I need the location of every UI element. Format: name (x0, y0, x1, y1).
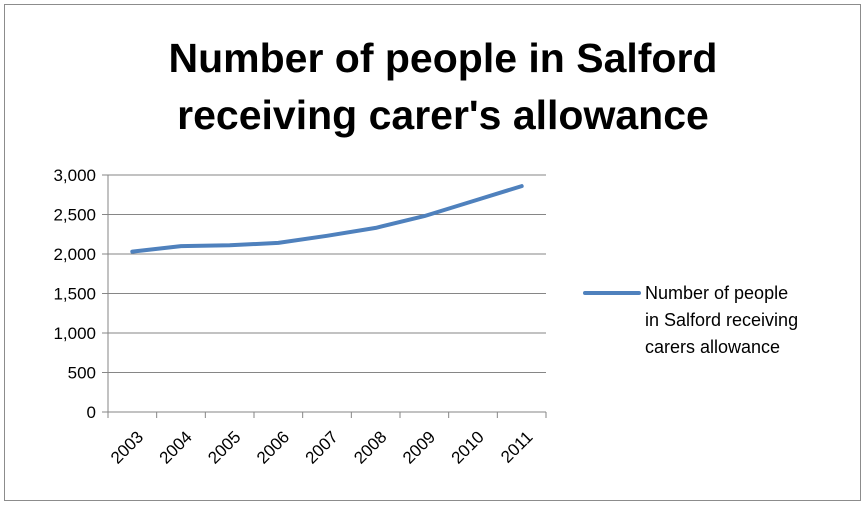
y-tick-label: 1,500 (53, 285, 96, 304)
y-tick-label: 2,000 (53, 245, 96, 264)
x-tick-label: 2008 (350, 427, 390, 467)
x-tick-label: 2006 (253, 427, 293, 467)
legend-label-line-1: Number of people (645, 280, 860, 307)
y-tick-label: 2,500 (53, 206, 96, 225)
legend: Number of people in Salford receiving ca… (583, 280, 863, 390)
legend-label-line-2: in Salford receiving (645, 307, 860, 334)
x-tick-label: 2007 (302, 427, 342, 467)
y-tick-label: 3,000 (53, 166, 96, 185)
x-tick-label: 2009 (399, 427, 439, 467)
legend-line-swatch (583, 291, 641, 295)
x-tick-label: 2011 (497, 427, 536, 466)
x-tick-label: 2004 (156, 427, 196, 467)
y-tick-label: 0 (87, 403, 96, 422)
series-line (132, 186, 521, 252)
legend-label: Number of people in Salford receiving ca… (645, 280, 860, 361)
x-tick-label: 2003 (107, 427, 147, 467)
x-tick-label: 2010 (448, 427, 488, 467)
y-tick-label: 1,000 (53, 324, 96, 343)
legend-label-line-3: carers allowance (645, 334, 860, 361)
x-tick-label: 2005 (204, 427, 244, 467)
y-tick-label: 500 (68, 364, 96, 383)
